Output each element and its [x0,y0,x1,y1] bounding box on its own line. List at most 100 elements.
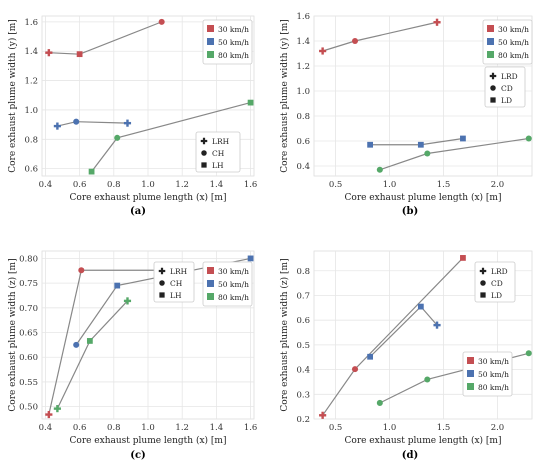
legend-marker [479,267,487,275]
x-tick-label: 2.0 [491,423,505,433]
data-point-v [435,18,439,26]
data-point [123,297,132,305]
x-tick-label: 1.5 [437,180,451,190]
legend-label: LRD [501,72,518,81]
legend-label: LD [491,291,502,300]
y-tick-label: 0.65 [19,329,38,339]
x-tick-label: 2.0 [491,180,505,190]
data-point-v [126,297,129,305]
y-tick-label: 1.6 [24,18,38,28]
legend-label: 80 km/h [218,293,249,302]
legend-marker-v [481,267,485,275]
legend-label: LH [170,291,182,300]
y-tick-label: 0.7 [296,291,310,301]
y-axis-label: Core exhaust plume width (z) [m] [279,258,290,411]
legend-swatch [487,25,494,32]
legend-swatch [487,51,494,58]
x-tick-label: 0.6 [73,180,87,190]
data-point-v [321,411,324,419]
caption-d: (d) [402,450,418,461]
data-point [158,18,165,25]
legend-marker [490,85,496,91]
data-point [319,411,327,419]
data-point [351,366,359,373]
data-point [53,122,61,130]
data-point [525,135,532,142]
data-point [460,135,466,142]
chart-4: 0.5 1.0 1.5 2.0 0.2 0.3 0.4 0.5 0.6 0.7 0.8 Core ex… [279,250,533,446]
chart-1: 0.4 0.6 0.8 1.0 1.2 1.4 1.60.60.81.01.21.41.6C… [7,15,257,203]
legend-swatch [467,370,474,377]
legend-label: 50 km/h [218,280,249,289]
legend-marker [159,280,165,286]
legend-speed [462,351,513,397]
x-tick-label: 1.0 [141,423,155,433]
legend-marker-v [160,267,164,275]
legend-label: 80 km/h [478,383,509,392]
y-tick-label: 0.8 [296,112,310,122]
legend-label: 80 km/h [498,51,529,60]
data-point [417,141,424,148]
x-tick-label: 0.4 [39,180,53,190]
data-point [45,410,53,419]
data-point-v [47,410,51,419]
legend-marker [201,150,207,156]
data-point-v [321,47,324,55]
y-tick-label: 0.6 [296,316,310,326]
caption-b: (b) [402,206,418,217]
x-tick-label: 1.5 [437,423,451,433]
data-point [525,350,532,357]
legend-label: LRH [212,137,230,146]
legend-label: 80 km/h [218,51,249,60]
caption-c: (c) [130,450,146,461]
legend-speed [482,19,533,65]
data-point-v [56,405,59,413]
data-point [73,118,80,125]
x-tick-label: 1.2 [175,423,189,433]
y-tick-label: 0.8 [24,135,38,145]
caption-a: (a) [130,206,146,217]
legend-label: 50 km/h [218,38,249,47]
legend-speed [202,261,253,307]
x-axis-label: Core exhaust plume length (x) [m] [345,435,502,446]
y-tick-label: 0.55 [19,378,38,388]
y-tick-label: 0.70 [19,304,38,314]
legend-label: 50 km/h [478,370,509,379]
data-point [433,18,441,26]
legend-swatch [467,383,474,390]
data-point [45,49,53,57]
data-point [88,168,95,175]
data-point [367,141,374,148]
data-point [78,267,85,274]
legend-label: LRH [170,267,188,276]
y-tick-label: 1.0 [296,87,310,97]
data-point [76,51,83,58]
y-tick-label: 1.4 [296,37,310,47]
y-tick-label: 0.50 [19,403,38,413]
data-point [367,353,374,360]
data-point [460,255,466,261]
data-point [351,37,359,45]
y-tick-label: 0.80 [19,254,38,264]
data-point-v [47,49,51,57]
y-tick-label: 0.2 [296,415,310,425]
x-tick-label: 0.5 [329,423,343,433]
x-tick-label: 0.4 [39,423,53,433]
y-tick-label: 0.60 [19,353,38,363]
data-point [417,303,424,310]
x-tick-label: 0.8 [107,180,121,190]
y-tick-label: 1.2 [24,77,38,87]
y-axis-label: Core exhaust plume width (z) [m] [7,258,18,411]
legend-marker [158,267,166,275]
y-tick-label: 0.6 [296,137,310,147]
data-point [123,119,132,127]
x-tick-label: 1.6 [244,423,258,433]
data-point [376,399,383,406]
data-point [433,321,441,329]
y-tick-label: 0.4 [296,366,310,376]
legend-label: LD [501,96,512,105]
legend-label: 50 km/h [498,38,529,47]
x-tick-label: 1.4 [210,180,224,190]
legend-label: 30 km/h [218,267,249,276]
